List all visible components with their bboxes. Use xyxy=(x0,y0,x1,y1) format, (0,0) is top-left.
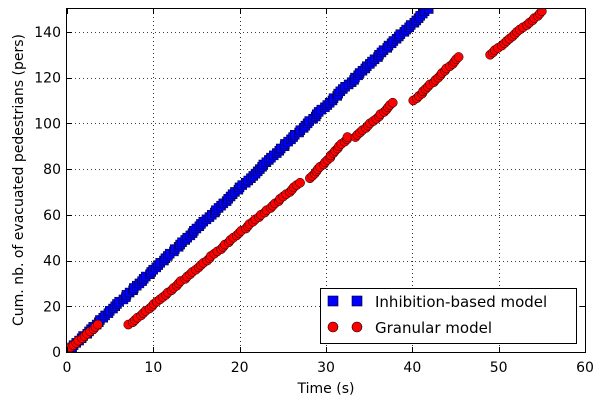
legend-box xyxy=(320,288,577,344)
x-tick-label: 50 xyxy=(490,360,508,376)
data-point-circle xyxy=(453,52,464,62)
x-axis-label: Time (s) xyxy=(297,381,355,396)
y-tick-label: 100 xyxy=(34,116,61,132)
y-tick-label: 140 xyxy=(34,25,61,41)
y-tick-label: 120 xyxy=(34,71,61,87)
legend-label-granular: Granular model xyxy=(375,319,492,337)
data-point-circle xyxy=(387,97,398,108)
y-tick-label: 80 xyxy=(43,162,61,178)
x-tick-label: 10 xyxy=(144,360,162,376)
series-granular-model xyxy=(67,9,547,352)
legend-marker-circle xyxy=(327,321,339,333)
legend: Inhibition-based model Granular model xyxy=(320,288,577,344)
y-axis-label: Cum. nb. of evacuated pedestrians (pers) xyxy=(11,34,27,326)
y-tick-label: 20 xyxy=(43,299,61,315)
legend-marker-square xyxy=(351,295,363,307)
x-tick-label: 0 xyxy=(63,360,72,376)
x-tick-label: 20 xyxy=(231,360,249,376)
data-point-circle xyxy=(93,319,103,330)
ticks xyxy=(67,9,586,353)
legend-item-inhibition: Inhibition-based model xyxy=(327,293,547,311)
legend-label-inhibition: Inhibition-based model xyxy=(375,293,547,311)
legend-marker-circle xyxy=(351,321,363,333)
data-point-square xyxy=(423,9,434,14)
x-tick-label: 40 xyxy=(403,360,421,376)
tick-labels: 0 10 20 30 40 50 60 0 20 40 60 80 100 120 140 xyxy=(34,25,594,376)
y-tick-label: 40 xyxy=(43,254,61,270)
legend-marker-square xyxy=(327,295,339,307)
data-point-circle xyxy=(295,177,305,188)
y-tick-label: 60 xyxy=(43,208,61,224)
x-tick-label: 30 xyxy=(317,360,335,376)
plot-frame xyxy=(66,8,586,353)
legend-item-granular: Granular model xyxy=(327,319,492,337)
x-tick-label: 60 xyxy=(576,360,594,376)
y-tick-label: 0 xyxy=(52,345,61,361)
data-point-circle xyxy=(536,9,547,17)
